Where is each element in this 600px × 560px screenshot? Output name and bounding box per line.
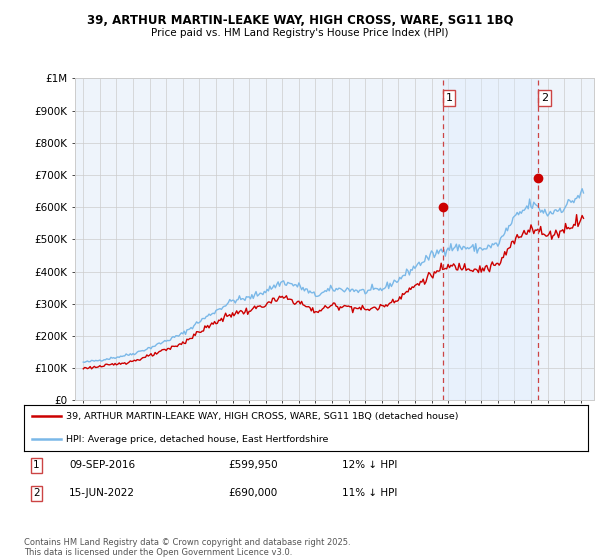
Text: 15-JUN-2022: 15-JUN-2022 — [69, 488, 135, 498]
Text: 2: 2 — [33, 488, 40, 498]
Text: 1: 1 — [33, 460, 40, 470]
Text: Contains HM Land Registry data © Crown copyright and database right 2025.
This d: Contains HM Land Registry data © Crown c… — [24, 538, 350, 557]
Text: £599,950: £599,950 — [228, 460, 278, 470]
Text: 09-SEP-2016: 09-SEP-2016 — [69, 460, 135, 470]
Text: 1: 1 — [445, 93, 452, 103]
Text: 39, ARTHUR MARTIN-LEAKE WAY, HIGH CROSS, WARE, SG11 1BQ (detached house): 39, ARTHUR MARTIN-LEAKE WAY, HIGH CROSS,… — [66, 412, 459, 421]
Text: £690,000: £690,000 — [228, 488, 277, 498]
Text: 11% ↓ HPI: 11% ↓ HPI — [342, 488, 397, 498]
Text: 39, ARTHUR MARTIN-LEAKE WAY, HIGH CROSS, WARE, SG11 1BQ: 39, ARTHUR MARTIN-LEAKE WAY, HIGH CROSS,… — [87, 14, 513, 27]
Text: HPI: Average price, detached house, East Hertfordshire: HPI: Average price, detached house, East… — [66, 435, 329, 444]
Text: Price paid vs. HM Land Registry's House Price Index (HPI): Price paid vs. HM Land Registry's House … — [151, 28, 449, 38]
Bar — [443, 78, 538, 400]
Text: 2: 2 — [541, 93, 548, 103]
Text: 12% ↓ HPI: 12% ↓ HPI — [342, 460, 397, 470]
